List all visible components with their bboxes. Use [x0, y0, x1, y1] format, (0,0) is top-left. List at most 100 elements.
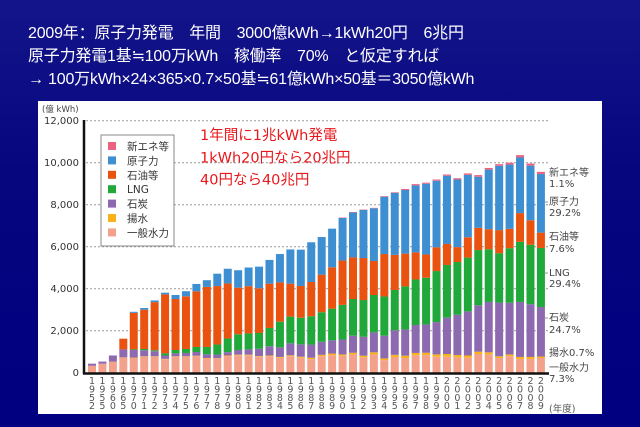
- bar-segment: [171, 353, 180, 357]
- x-tick-digit: 4: [381, 401, 387, 412]
- x-tick-digit: 1: [381, 376, 387, 387]
- bar-segment: [380, 196, 389, 255]
- x-tick-digit: 1: [141, 401, 147, 412]
- end-label-share: 24.7%: [549, 325, 581, 336]
- x-tick-digit: 7: [162, 393, 168, 404]
- x-tick-digit: 5: [120, 401, 126, 412]
- x-tick-digit: 1: [360, 376, 366, 387]
- bar-segment: [317, 341, 326, 355]
- bar-segment: [453, 178, 462, 180]
- bar-segment: [422, 183, 431, 255]
- bar-segment: [495, 164, 504, 166]
- y-tick-label: 12,000: [44, 116, 79, 127]
- bar-stack-1987: [307, 242, 316, 373]
- bar-segment: [369, 295, 378, 333]
- bar-segment: [265, 355, 274, 357]
- bar-segment: [192, 283, 201, 292]
- x-tick-digit: 9: [193, 384, 199, 395]
- x-tick-digit: 9: [402, 393, 408, 404]
- x-tick-digit: 1: [277, 376, 283, 387]
- x-tick-digit: 9: [381, 384, 387, 395]
- bar-segment: [422, 277, 431, 325]
- bar-stack-1992: [359, 209, 368, 373]
- x-tick-digit: 0: [486, 384, 492, 395]
- x-tick-digit: 2: [444, 376, 450, 387]
- x-axis-unit-label: (年度): [549, 403, 575, 415]
- x-tick-digit: 9: [99, 384, 105, 395]
- bar-segment: [432, 354, 441, 357]
- annotation: 1年間に1兆kWh発電 1kWh20円なら20兆円 40円なら40兆円: [200, 127, 351, 189]
- bar-segment: [505, 248, 514, 303]
- bar-segment: [422, 182, 431, 184]
- bar-segment: [265, 259, 274, 284]
- bar-segment: [359, 300, 368, 337]
- bar-stack-2008: [526, 163, 535, 373]
- x-tick-digit: 1: [454, 401, 460, 412]
- x-tick-digit: 8: [266, 393, 272, 404]
- bar-stack-1965: [119, 338, 128, 373]
- end-label-share: 29.2%: [549, 208, 581, 219]
- bar-segment: [171, 295, 180, 299]
- legend-swatch: [108, 170, 116, 179]
- x-tick-digit: 9: [340, 393, 346, 404]
- bar-segment: [380, 358, 389, 361]
- x-tick-digit: 5: [99, 401, 105, 412]
- bar-segment: [463, 355, 472, 358]
- x-tick-digit: 1: [402, 376, 408, 387]
- bar-segment: [516, 241, 525, 302]
- x-tick-digit: 9: [235, 384, 241, 395]
- bar-segment: [505, 302, 514, 355]
- bar-segment: [140, 309, 149, 349]
- x-tick-digit: 9: [287, 384, 293, 395]
- bar-segment: [349, 335, 357, 353]
- bar-stack-1991: [349, 212, 357, 373]
- bar-segment: [328, 267, 337, 309]
- legend-label: 原子力: [127, 154, 159, 167]
- bar-segment: [411, 279, 420, 326]
- x-tick-digit: 7: [517, 401, 523, 412]
- bar-segment: [349, 212, 357, 258]
- end-label-name: 石炭: [549, 312, 569, 324]
- bar-stack-1980: [234, 270, 243, 373]
- bar-segment: [129, 349, 138, 351]
- x-tick-digit: 8: [256, 393, 262, 404]
- x-tick-digit: 9: [329, 401, 335, 412]
- bar-segment: [150, 302, 159, 351]
- bar-stack-1981: [244, 267, 253, 373]
- bar-segment: [140, 348, 149, 351]
- x-tick-digit: 8: [246, 393, 252, 404]
- x-tick-digit: 9: [214, 384, 220, 395]
- bar-segment: [526, 163, 535, 166]
- bar-segment: [286, 343, 295, 356]
- x-tick-digit: 9: [308, 384, 314, 395]
- bar-segment: [244, 333, 253, 350]
- legend-swatch: [108, 199, 116, 208]
- bar-segment: [516, 356, 525, 360]
- x-tick-digit: 0: [444, 384, 450, 395]
- x-tick-digit: 1: [99, 376, 105, 387]
- x-tick-digit: 2: [486, 376, 492, 387]
- bar-segment: [192, 291, 201, 347]
- bar-segment: [296, 344, 305, 357]
- bar-segment: [526, 356, 535, 360]
- bar-segment: [328, 308, 337, 341]
- bar-segment: [536, 356, 545, 358]
- x-tick-digit: 0: [475, 384, 481, 395]
- x-tick-digit: 2: [465, 401, 471, 412]
- x-tick-digit: 9: [433, 393, 439, 404]
- annotation-line-2: 1kWh20円なら20兆円: [200, 150, 351, 167]
- x-tick-digit: 6: [193, 401, 199, 412]
